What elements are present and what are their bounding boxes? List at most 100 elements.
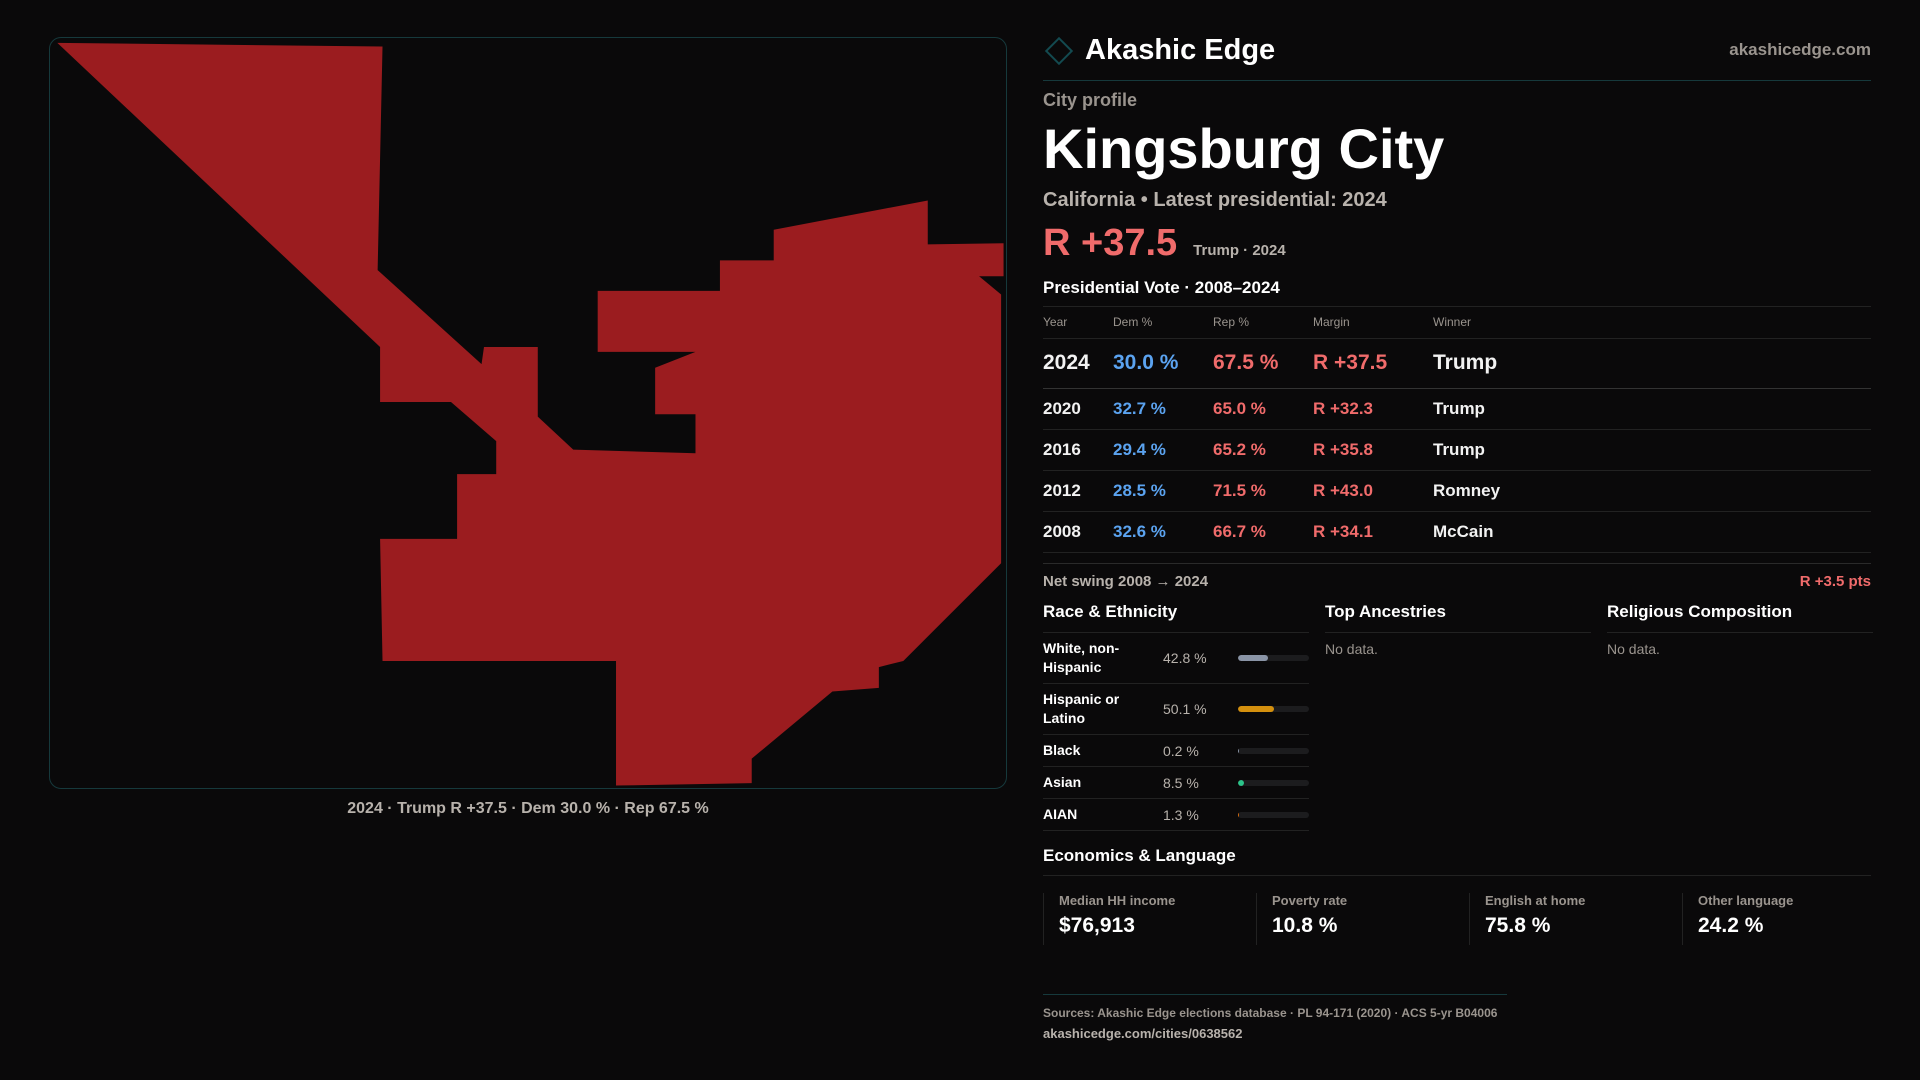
page-title: Kingsburg City xyxy=(1043,117,1445,180)
winner: Trump xyxy=(1433,388,1871,430)
headline-note: Trump · 2024 xyxy=(1193,242,1286,259)
col-margin: Margin xyxy=(1313,306,1433,339)
map-caption: 2024 · Trump R +37.5 · Dem 30.0 % · Rep … xyxy=(347,800,709,817)
brand-name: Akashic Edge xyxy=(1085,34,1276,66)
city-boundary-shape xyxy=(57,42,1004,786)
year: 2016 xyxy=(1043,429,1113,471)
rep: 65.2 % xyxy=(1213,429,1313,471)
race-row: Asian 8.5 % xyxy=(1043,767,1309,799)
stat-card-income: Median HH income $76,913 xyxy=(1043,893,1256,945)
votes-title: Presidential Vote · 2008–2024 xyxy=(1043,278,1280,297)
divider xyxy=(1043,875,1871,876)
race-label: Hispanic or Latino xyxy=(1043,691,1120,726)
dem: 30.0 % xyxy=(1113,338,1213,389)
margin: R +32.3 xyxy=(1313,388,1433,430)
winner: McCain xyxy=(1433,511,1871,553)
race-bar xyxy=(1238,747,1309,754)
stat-value: $76,913 xyxy=(1059,914,1135,937)
page-kicker: City profile xyxy=(1043,90,1138,110)
winner: Trump xyxy=(1433,338,1871,389)
margin: R +43.0 xyxy=(1313,470,1433,512)
city-boundary-map[interactable] xyxy=(49,37,1007,789)
footer-divider xyxy=(1043,994,1507,995)
stat-card-poverty: Poverty rate 10.8 % xyxy=(1256,893,1469,945)
stat-card-english: English at home 75.8 % xyxy=(1469,893,1682,945)
ancestries-title: Top Ancestries xyxy=(1325,602,1591,633)
rep: 65.0 % xyxy=(1213,388,1313,430)
divider xyxy=(1043,563,1871,564)
race-bar xyxy=(1238,779,1309,786)
race-bar-fill xyxy=(1238,706,1274,712)
year: 2012 xyxy=(1043,470,1113,512)
stat-label: Other language xyxy=(1698,893,1794,908)
race-bar-fill xyxy=(1238,655,1269,661)
race-row: Black 0.2 % xyxy=(1043,735,1309,767)
religion-empty: No data. xyxy=(1607,641,1660,657)
race-row: AIAN 1.3 % xyxy=(1043,799,1309,831)
year: 2024 xyxy=(1043,338,1113,389)
col-dem: Dem % xyxy=(1113,306,1213,339)
religion-title: Religious Composition xyxy=(1607,602,1873,633)
race-label: AIAN xyxy=(1043,806,1078,822)
dem: 32.7 % xyxy=(1113,388,1213,430)
table-row: 2020 32.7 % 65.0 % R +32.3 Trump xyxy=(1043,388,1871,430)
race-row: Hispanic or Latino 50.1 % xyxy=(1043,684,1309,735)
col-rep: Rep % xyxy=(1213,306,1313,339)
rep: 66.7 % xyxy=(1213,511,1313,553)
stat-label: Median HH income xyxy=(1059,893,1176,908)
map-svg xyxy=(57,42,1004,786)
page-subtitle: California • Latest presidential: 2024 xyxy=(1043,189,1387,211)
margin: R +35.8 xyxy=(1313,429,1433,471)
net-swing-label: Net swing 2008 → 2024 xyxy=(1043,573,1209,590)
stat-value: 10.8 % xyxy=(1272,914,1338,937)
dem: 32.6 % xyxy=(1113,511,1213,553)
votes-table: Year Dem % Rep % Margin Winner 2024 30.0 … xyxy=(1043,306,1871,553)
stat-value: 75.8 % xyxy=(1485,914,1551,937)
site-link[interactable]: akashicedge.com xyxy=(1729,40,1871,59)
table-row: 2024 30.0 % 67.5 % R +37.5 Trump xyxy=(1043,338,1871,389)
stat-label: English at home xyxy=(1485,893,1586,908)
race-value: 50.1 % xyxy=(1163,701,1207,717)
race-title: Race & Ethnicity xyxy=(1043,602,1309,633)
race-bar xyxy=(1238,655,1309,661)
economics-cards: Median HH income $76,913 Poverty rate 10.8… xyxy=(1043,893,1895,945)
race-value: 0.2 % xyxy=(1163,742,1199,759)
race-value: 8.5 % xyxy=(1163,774,1199,791)
race-value: 1.3 % xyxy=(1163,806,1199,823)
rep: 67.5 % xyxy=(1213,338,1313,389)
table-header: Year Dem % Rep % Margin Winner xyxy=(1043,306,1871,339)
race-label: White, non-Hispanic xyxy=(1043,640,1120,675)
footer-url-link[interactable]: akashicedge.com/cities/0638562 xyxy=(1043,1026,1243,1041)
religion-section: Religious Composition No data. xyxy=(1607,602,1873,657)
diamond-logo-icon xyxy=(1044,36,1074,65)
winner: Romney xyxy=(1433,470,1871,512)
stat-card-other-language: Other language 24.2 % xyxy=(1682,893,1895,945)
race-bar xyxy=(1238,706,1309,712)
ancestries-empty: No data. xyxy=(1325,641,1378,657)
table-row: 2016 29.4 % 65.2 % R +35.8 Trump xyxy=(1043,429,1871,471)
stat-value: 24.2 % xyxy=(1698,914,1764,937)
race-row: White, non-Hispanic 42.8 % xyxy=(1043,633,1309,684)
net-swing-value: R +3.5 pts xyxy=(1799,573,1871,590)
headline-margin: R +37.5 xyxy=(1043,222,1178,264)
race-label: Asian xyxy=(1043,774,1082,790)
stat-label: Poverty rate xyxy=(1272,893,1348,908)
race-label: Black xyxy=(1043,742,1081,758)
col-winner: Winner xyxy=(1433,306,1871,339)
col-year: Year xyxy=(1043,306,1113,339)
race-section: Race & Ethnicity White, non-Hispanic 42.8… xyxy=(1043,602,1309,831)
ancestries-section: Top Ancestries No data. xyxy=(1325,602,1591,657)
table-row: 2012 28.5 % 71.5 % R +43.0 Romney xyxy=(1043,470,1871,512)
margin: R +34.1 xyxy=(1313,511,1433,553)
winner: Trump xyxy=(1433,429,1871,471)
rep: 71.5 % xyxy=(1213,470,1313,512)
brand-logo[interactable]: Akashic Edge xyxy=(1043,34,1275,67)
footer-sources: Sources: Akashic Edge elections database… xyxy=(1043,1006,1498,1020)
dem: 28.5 % xyxy=(1113,470,1213,512)
table-row: 2008 32.6 % 66.7 % R +34.1 McCain xyxy=(1043,511,1871,553)
race-bar-fill xyxy=(1238,747,1239,754)
margin: R +37.5 xyxy=(1313,338,1433,389)
economics-title: Economics & Language xyxy=(1043,846,1236,865)
header-divider xyxy=(1043,80,1871,81)
race-bar-fill xyxy=(1238,811,1239,818)
